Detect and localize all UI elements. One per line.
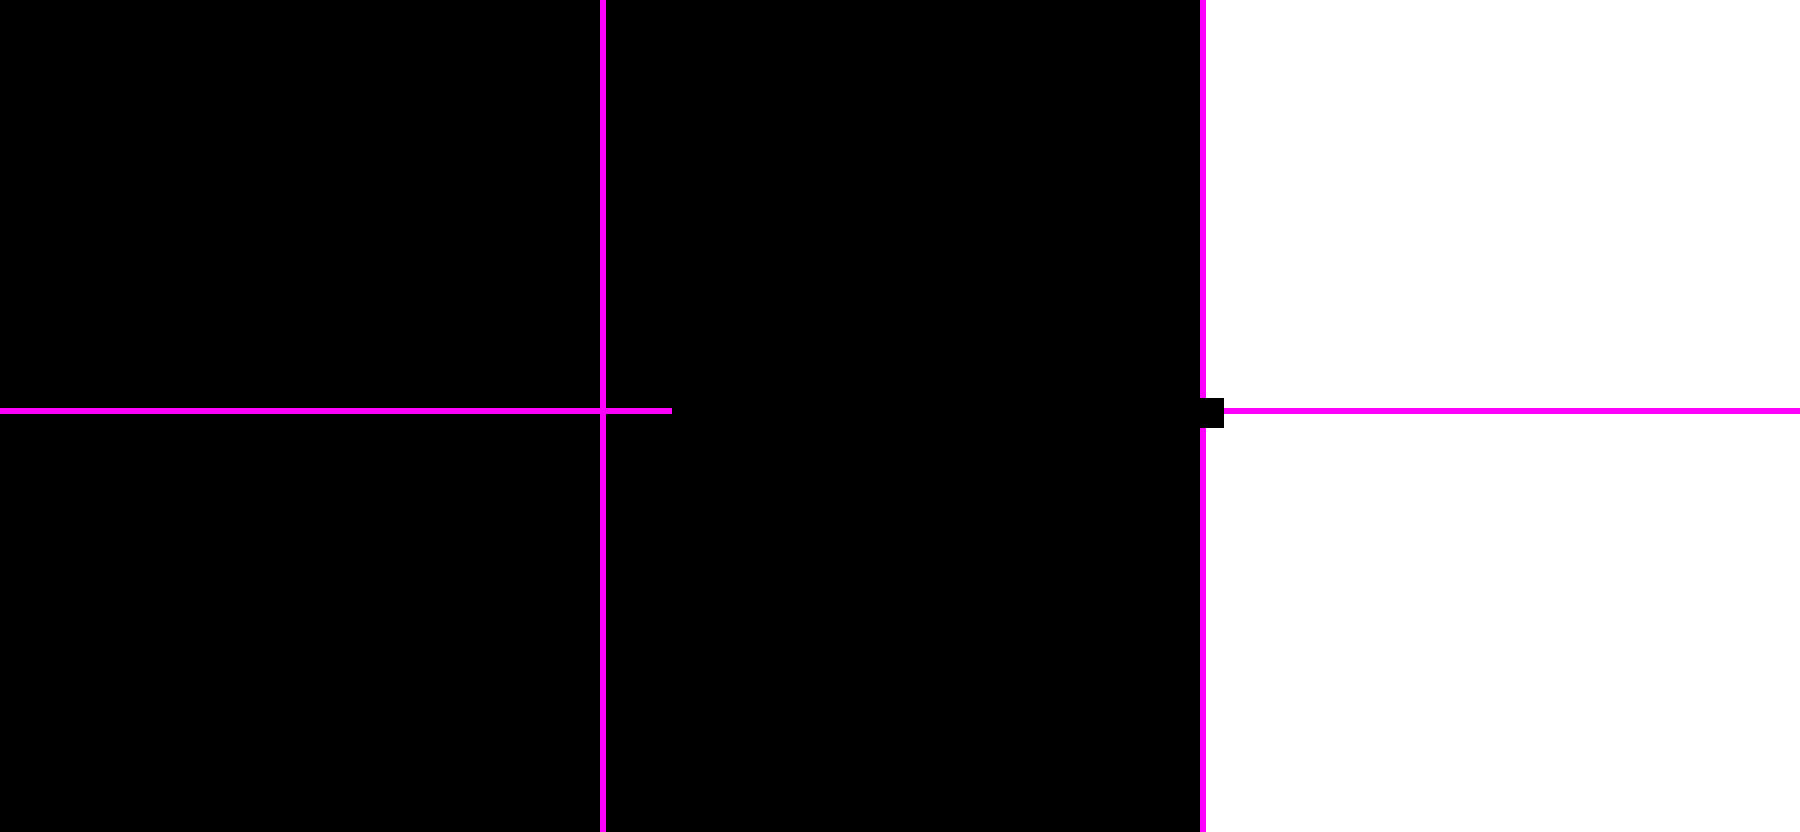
data-source-code-raster [606,414,1200,832]
divider-vertical-left-bottom [600,414,606,832]
divider-vertical-left [600,0,606,408]
divider-vertical-right [1200,0,1206,408]
panel-data-source-code[interactable] [606,414,1200,832]
panel-gps-sites[interactable] [1206,0,1800,408]
panel-btpw[interactable] [0,414,600,832]
panel-goes-ew[interactable] [606,0,1200,408]
panel-gps-extrap[interactable] [1206,414,1800,832]
panel-mimic-rdf[interactable] [0,0,600,408]
timestamp-bar [672,398,1224,428]
goes-ew-raster [606,0,1200,408]
mimic-rdf-raster [0,0,600,408]
gps-sites-map [1206,0,1800,408]
panel-label-gps-sites [1234,306,1264,332]
btpw-raster [0,414,600,832]
gps-extrap-map [1206,414,1800,832]
divider-vertical-right-bottom [1200,414,1206,832]
